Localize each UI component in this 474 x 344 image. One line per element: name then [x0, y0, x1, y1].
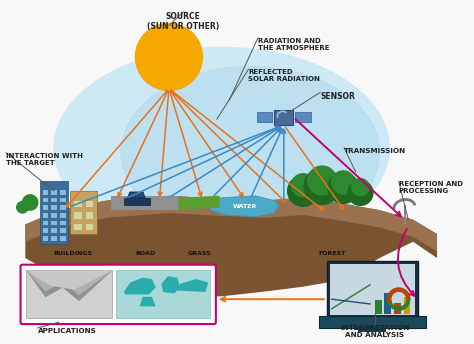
Circle shape [304, 168, 340, 204]
Bar [40, 181, 68, 244]
Bar [43, 190, 48, 195]
Bar [51, 198, 57, 203]
Text: REFLECTED
SOLAR RADIATION: REFLECTED SOLAR RADIATION [248, 69, 320, 83]
Bar [330, 264, 415, 315]
Bar [51, 205, 57, 210]
Bar [111, 196, 179, 210]
Text: GRASS: GRASS [188, 251, 211, 256]
Bar [70, 191, 97, 234]
Ellipse shape [54, 47, 389, 248]
Bar [327, 261, 418, 318]
Polygon shape [177, 279, 208, 292]
Circle shape [328, 173, 358, 203]
Text: WATER: WATER [232, 204, 257, 209]
Bar [43, 198, 48, 203]
Polygon shape [210, 196, 279, 217]
Bar [21, 203, 24, 209]
Text: RADIATION AND
THE ATMOSPHERE: RADIATION AND THE ATMOSPHERE [258, 38, 329, 51]
Circle shape [292, 174, 314, 197]
Bar [74, 212, 82, 219]
Polygon shape [25, 196, 437, 296]
Polygon shape [26, 270, 112, 295]
Circle shape [288, 176, 319, 206]
Bar [51, 221, 57, 225]
Bar [51, 236, 57, 241]
Bar [86, 224, 93, 230]
Bar [43, 221, 48, 225]
Bar [60, 205, 65, 210]
Bar [116, 270, 210, 318]
Bar [60, 221, 65, 225]
Bar [51, 213, 57, 218]
Text: BUILDINGS: BUILDINGS [54, 251, 93, 256]
Bar [29, 198, 32, 204]
Text: TRANSMISSION: TRANSMISSION [344, 148, 406, 154]
Bar [43, 213, 48, 218]
Polygon shape [26, 270, 112, 290]
Bar [320, 183, 324, 191]
Bar [43, 205, 48, 210]
Circle shape [22, 195, 38, 210]
Bar [74, 201, 82, 207]
Text: APPLICATIONS: APPLICATIONS [38, 328, 97, 334]
Bar [403, 205, 406, 225]
Bar [74, 224, 82, 230]
Bar [26, 270, 112, 318]
Text: ROAD: ROAD [135, 251, 155, 256]
Bar [43, 228, 48, 233]
Bar [60, 190, 65, 195]
Text: SENSOR: SENSOR [320, 93, 355, 101]
Bar [357, 327, 386, 332]
Polygon shape [179, 196, 219, 210]
Bar [384, 293, 391, 314]
Bar [43, 236, 48, 241]
Ellipse shape [121, 66, 380, 239]
Polygon shape [161, 276, 180, 293]
Bar [86, 201, 93, 207]
Polygon shape [26, 270, 112, 301]
Bar [60, 213, 65, 218]
Text: SOURCE
(SUN OR OTHER): SOURCE (SUN OR OTHER) [147, 12, 219, 31]
Circle shape [308, 166, 337, 195]
Bar [60, 198, 65, 203]
Bar [60, 228, 65, 233]
Bar [51, 228, 57, 233]
Bar [319, 316, 426, 328]
Bar [301, 188, 305, 196]
Circle shape [348, 181, 373, 205]
Bar [60, 236, 65, 241]
Text: INTERACTION WITH
THE TARGET: INTERACTION WITH THE TARGET [6, 153, 83, 166]
Bar [394, 303, 401, 314]
Circle shape [136, 23, 202, 90]
Text: INTERPRETATION
AND ANALYSIS: INTERPRETATION AND ANALYSIS [340, 325, 410, 338]
Circle shape [332, 171, 355, 194]
Circle shape [352, 179, 369, 196]
Text: FOREST: FOREST [318, 251, 346, 256]
Bar [341, 185, 345, 193]
Bar [51, 190, 57, 195]
Polygon shape [140, 297, 155, 307]
Polygon shape [124, 278, 155, 294]
Circle shape [17, 202, 28, 213]
Bar [375, 300, 382, 314]
Bar [86, 212, 93, 219]
Bar [257, 112, 273, 122]
Bar [274, 110, 293, 125]
Polygon shape [128, 192, 145, 198]
FancyBboxPatch shape [20, 265, 216, 324]
Bar [403, 297, 410, 314]
Text: RECEPTION AND
PROCESSING: RECEPTION AND PROCESSING [399, 181, 463, 194]
Bar [295, 112, 310, 122]
Polygon shape [25, 196, 437, 251]
Polygon shape [124, 198, 150, 205]
Bar [358, 190, 362, 198]
